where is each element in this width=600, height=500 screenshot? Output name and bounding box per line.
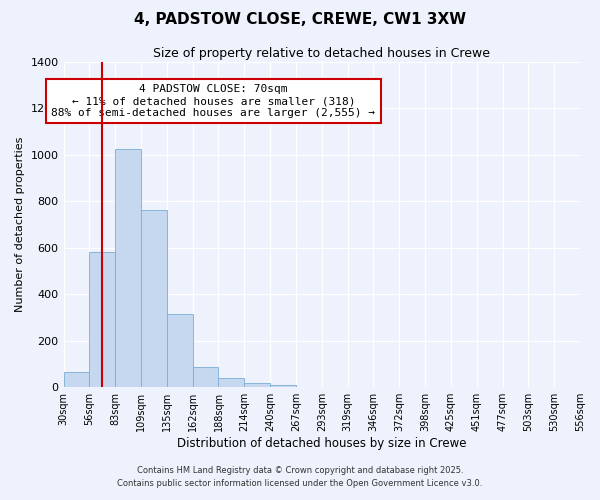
Text: 4, PADSTOW CLOSE, CREWE, CW1 3XW: 4, PADSTOW CLOSE, CREWE, CW1 3XW [134, 12, 466, 28]
Bar [141, 210, 167, 387]
Title: Size of property relative to detached houses in Crewe: Size of property relative to detached ho… [153, 48, 490, 60]
X-axis label: Distribution of detached houses by size in Crewe: Distribution of detached houses by size … [177, 437, 467, 450]
Bar [167, 314, 193, 387]
Text: 4 PADSTOW CLOSE: 70sqm
← 11% of detached houses are smaller (318)
88% of semi-de: 4 PADSTOW CLOSE: 70sqm ← 11% of detached… [52, 84, 376, 117]
Bar [115, 149, 141, 387]
Bar [296, 386, 322, 387]
Bar [218, 378, 244, 387]
Bar [244, 383, 270, 387]
Bar [64, 372, 89, 387]
Bar [270, 386, 296, 387]
Bar [193, 366, 218, 387]
Y-axis label: Number of detached properties: Number of detached properties [15, 136, 25, 312]
Text: Contains HM Land Registry data © Crown copyright and database right 2025.
Contai: Contains HM Land Registry data © Crown c… [118, 466, 482, 487]
Bar [89, 252, 115, 387]
